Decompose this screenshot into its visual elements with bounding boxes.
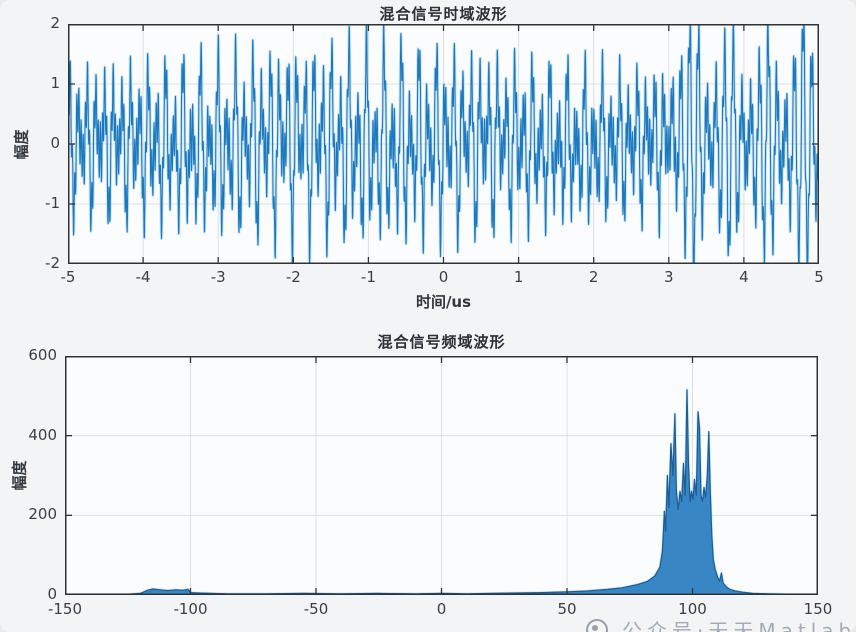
- time-x-tick-label: 0: [438, 268, 449, 286]
- time-domain-x-axis-label: 时间/us: [415, 293, 472, 311]
- axes-box: [68, 24, 819, 264]
- time-x-tick-label: -1: [360, 268, 376, 286]
- freq-x-tick-label: 150: [803, 600, 833, 618]
- freq-x-tick-label: -150: [47, 600, 83, 618]
- frequency-domain-chart-title: 混合信号频域波形: [377, 333, 506, 351]
- time-domain-plot-area: [68, 24, 819, 264]
- watermark-logo-icon: [586, 618, 608, 632]
- time-y-tick-label: -1: [45, 194, 60, 212]
- time-x-tick-label: -4: [135, 268, 151, 286]
- freq-x-tick-label: 50: [557, 600, 577, 618]
- time-y-tick-label: 2: [50, 14, 60, 32]
- freq-x-tick-label: 0: [436, 600, 447, 618]
- frequency-domain-plot-area: [65, 356, 818, 595]
- time-y-tick-label: -2: [45, 254, 60, 272]
- axes-box: [65, 356, 818, 595]
- time-domain-chart-title: 混合信号时域波形: [379, 5, 508, 23]
- time-x-tick-label: 5: [814, 268, 824, 286]
- freq-y-tick-label: 600: [28, 346, 57, 364]
- freq-y-tick-label: 400: [28, 425, 57, 444]
- time-x-tick-label: 4: [739, 268, 749, 286]
- time-x-tick-label: -3: [210, 268, 226, 286]
- time-x-tick-label: 1: [513, 268, 524, 286]
- time-x-tick-label: -2: [285, 268, 301, 286]
- time-x-tick-label: 3: [664, 268, 674, 286]
- time-y-tick-label: 1: [50, 74, 60, 92]
- freq-y-tick-label: 0: [47, 585, 57, 603]
- time-x-tick-label: 2: [588, 268, 599, 286]
- time-y-tick-label: 0: [50, 134, 60, 152]
- watermark: 公众号·天天Matlab: [586, 615, 856, 632]
- freq-y-tick-label: 200: [28, 505, 57, 524]
- time-x-tick-label: -5: [60, 268, 76, 286]
- watermark-text: 公众号·天天Matlab: [622, 619, 856, 632]
- freq-x-tick-label: -50: [303, 600, 329, 618]
- frequency-domain-y-axis-label: 幅度: [10, 460, 29, 491]
- freq-x-tick-label: -100: [173, 600, 208, 618]
- freq-x-tick-label: 100: [678, 600, 707, 618]
